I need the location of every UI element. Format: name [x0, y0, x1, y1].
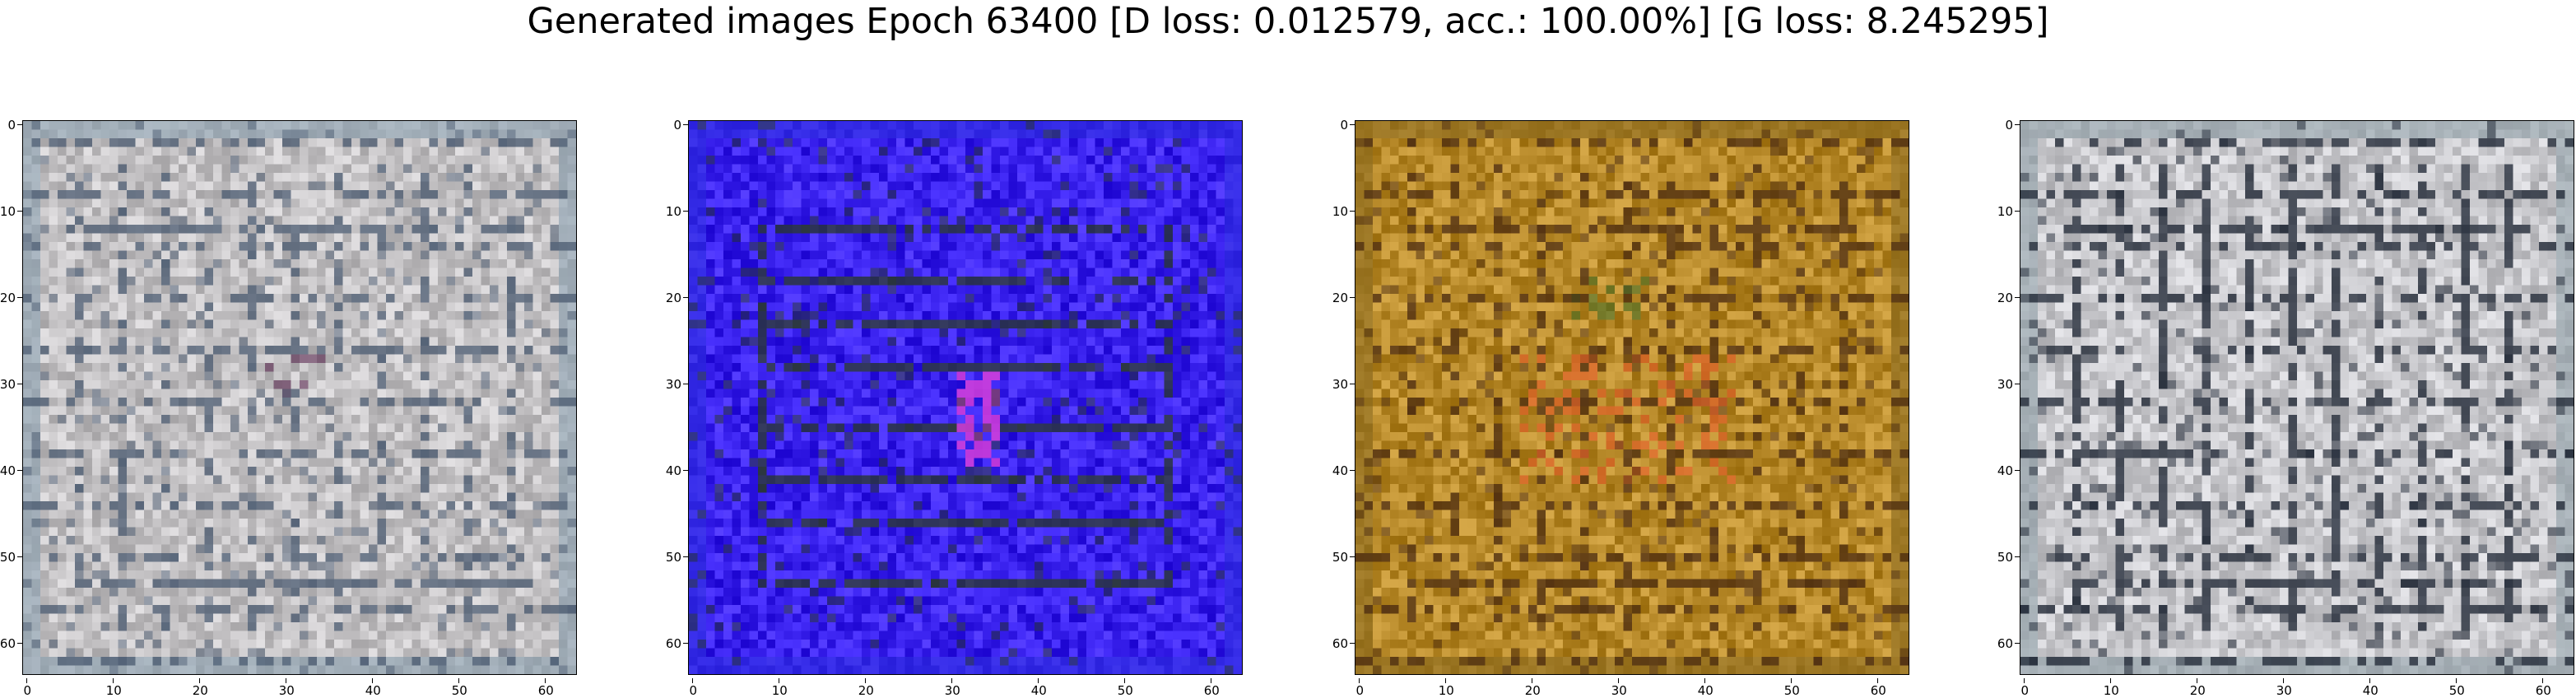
x-tick-label: 20 [849, 678, 882, 698]
y-tick-label: 50 [1997, 550, 2020, 565]
y-tick-label: 50 [0, 550, 23, 565]
y-tick-label: 30 [1332, 377, 1355, 393]
y-tick-label: 40 [1997, 463, 2020, 479]
x-tick-label: 60 [529, 678, 562, 698]
y-tick-label: 30 [665, 377, 689, 393]
generated-image-panel-4: 0 0 10 10 20 20 30 30 40 40 50 50 60 60 [1997, 118, 2574, 698]
x-tick-label: 60 [1862, 678, 1895, 698]
y-tick-label: 40 [665, 463, 689, 479]
x-tick-label: 50 [1109, 678, 1142, 698]
y-tick-label: 20 [0, 291, 23, 306]
x-tick-label: 10 [2095, 678, 2127, 698]
x-tick-label: 30 [270, 678, 303, 698]
y-tick-label: 0 [7, 118, 22, 133]
generated-image-3 [1355, 120, 1909, 675]
y-tick-label: 10 [1332, 204, 1355, 220]
generated-image-1 [22, 120, 577, 675]
y-tick-label: 0 [673, 118, 688, 133]
x-tick-label: 0 [1343, 678, 1376, 698]
y-tick-label: 10 [0, 204, 23, 220]
y-tick-label: 30 [1997, 377, 2020, 393]
y-tick-label: 50 [1332, 550, 1355, 565]
x-tick-label: 10 [97, 678, 130, 698]
x-tick-label: 50 [2440, 678, 2473, 698]
x-tick-label: 20 [2181, 678, 2214, 698]
x-tick-label: 0 [2008, 678, 2041, 698]
x-tick-label: 0 [677, 678, 709, 698]
y-tick-label: 30 [0, 377, 23, 393]
x-tick-label: 60 [1195, 678, 1228, 698]
y-tick-label: 20 [1332, 291, 1355, 306]
x-tick-label: 30 [936, 678, 969, 698]
y-tick-label: 40 [1332, 463, 1355, 479]
generated-image-4 [2020, 120, 2574, 675]
x-tick-label: 10 [763, 678, 796, 698]
y-tick-label: 20 [1997, 291, 2020, 306]
y-tick-label: 60 [1332, 636, 1355, 652]
y-tick-label: 60 [1997, 636, 2020, 652]
x-tick-label: 40 [2354, 678, 2387, 698]
figure-title: Generated images Epoch 63400 [D loss: 0.… [527, 1, 2049, 42]
x-tick-label: 30 [2267, 678, 2300, 698]
x-tick-label: 40 [1689, 678, 1722, 698]
x-tick-label: 0 [11, 678, 44, 698]
x-tick-label: 60 [2527, 678, 2560, 698]
y-tick-label: 10 [1997, 204, 2020, 220]
x-tick-label: 50 [1775, 678, 1808, 698]
x-tick-label: 20 [1516, 678, 1549, 698]
x-tick-label: 10 [1430, 678, 1462, 698]
x-tick-label: 40 [1022, 678, 1055, 698]
generated-image-2 [688, 120, 1243, 675]
y-tick-label: 0 [2005, 118, 2020, 133]
y-tick-label: 60 [0, 636, 23, 652]
y-tick-label: 10 [665, 204, 689, 220]
x-tick-label: 20 [184, 678, 216, 698]
x-tick-label: 40 [356, 678, 389, 698]
generated-image-panel-3: 0 0 10 10 20 20 30 30 40 40 50 50 60 60 [1332, 118, 1909, 698]
y-tick-label: 50 [665, 550, 689, 565]
y-tick-label: 0 [1340, 118, 1355, 133]
generated-image-panel-1: 0 0 10 10 20 20 30 30 40 40 50 50 60 60 [0, 118, 577, 698]
x-tick-label: 50 [443, 678, 476, 698]
y-tick-label: 40 [0, 463, 23, 479]
y-tick-label: 20 [665, 291, 689, 306]
generated-image-panel-2: 0 0 10 10 20 20 30 30 40 40 50 50 60 60 [666, 118, 1243, 698]
x-tick-label: 30 [1602, 678, 1635, 698]
y-tick-label: 60 [665, 636, 689, 652]
